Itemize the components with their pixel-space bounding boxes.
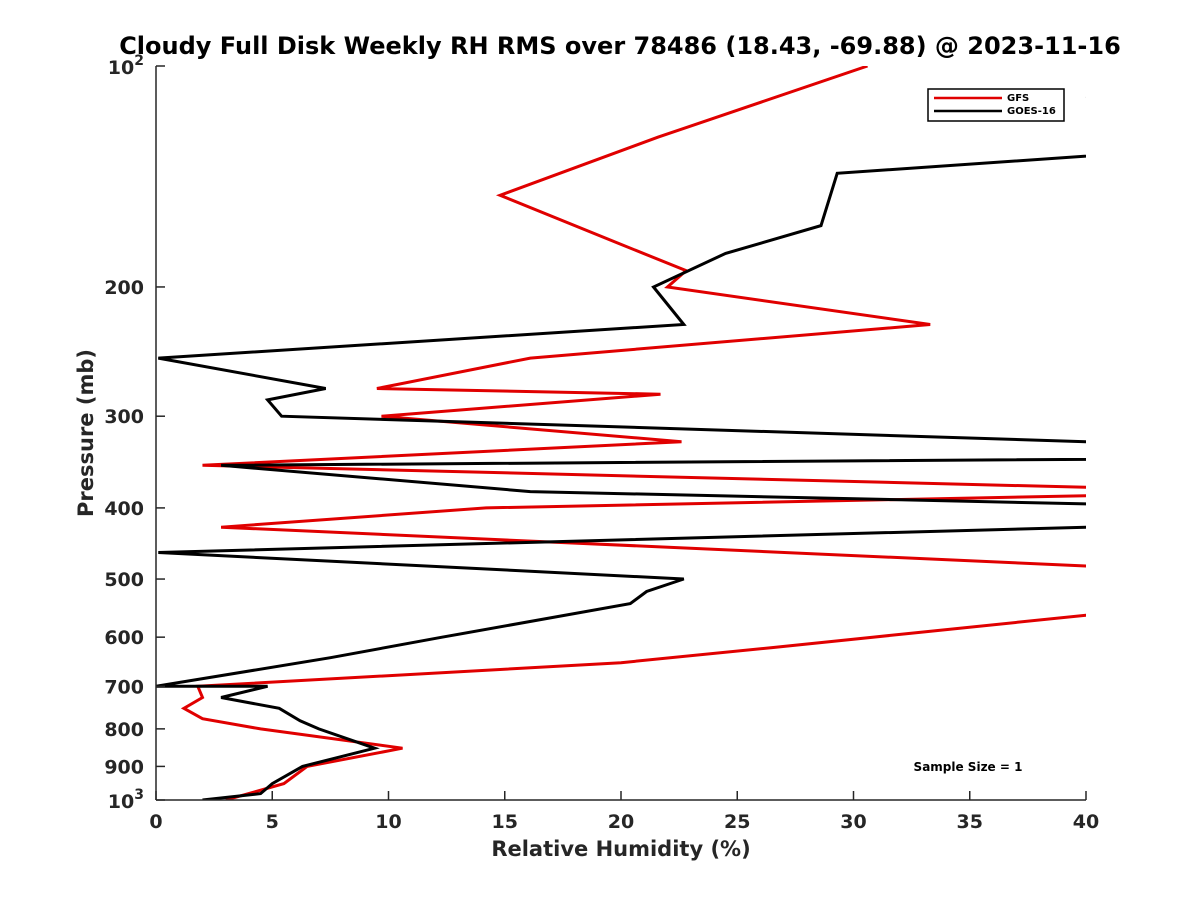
x-tick-label: 20 (608, 811, 634, 833)
series-line-gfs (180, 66, 1086, 800)
series-line-goes-16 (156, 96, 1086, 800)
x-tick-label: 30 (840, 811, 866, 833)
y-tick-label: 500 (104, 569, 144, 591)
y-tick-label: 102 (108, 53, 144, 79)
y-axis-ticks: 102 200 300 400 500 600 700 800 900 103 (104, 53, 165, 813)
y-tick-label: 400 (104, 498, 144, 520)
y-axis-label: Pressure (mb) (74, 349, 98, 517)
sample-size-annotation: Sample Size = 1 (914, 760, 1023, 774)
legend-box (927, 88, 1065, 122)
x-tick-label: 5 (266, 811, 279, 833)
y-tick-label: 600 (104, 627, 144, 649)
x-tick-label: 15 (492, 811, 518, 833)
y-tick-label: 300 (104, 406, 144, 428)
x-tick-label: 40 (1073, 811, 1099, 833)
y-tick-label: 200 (104, 277, 144, 299)
legend-label-goes16: GOES-16 (1007, 106, 1056, 117)
x-tick-label: 25 (724, 811, 750, 833)
x-axis-ticks: 0 5 10 15 20 25 30 35 40 (149, 791, 1099, 833)
y-tick-label: 103 (108, 787, 144, 813)
x-tick-label: 10 (375, 811, 401, 833)
legend: GFS GOES-16 (927, 88, 1065, 122)
y-tick-label: 700 (104, 676, 144, 698)
chart-title: Cloudy Full Disk Weekly RH RMS over 7848… (119, 32, 1121, 60)
legend-label-gfs: GFS (1007, 93, 1029, 104)
x-axis-label: Relative Humidity (%) (491, 837, 750, 861)
x-tick-label: 35 (957, 811, 983, 833)
x-tick-label: 0 (149, 811, 162, 833)
series-layer (156, 66, 1086, 800)
y-tick-label: 900 (104, 756, 144, 778)
y-tick-label: 800 (104, 719, 144, 741)
